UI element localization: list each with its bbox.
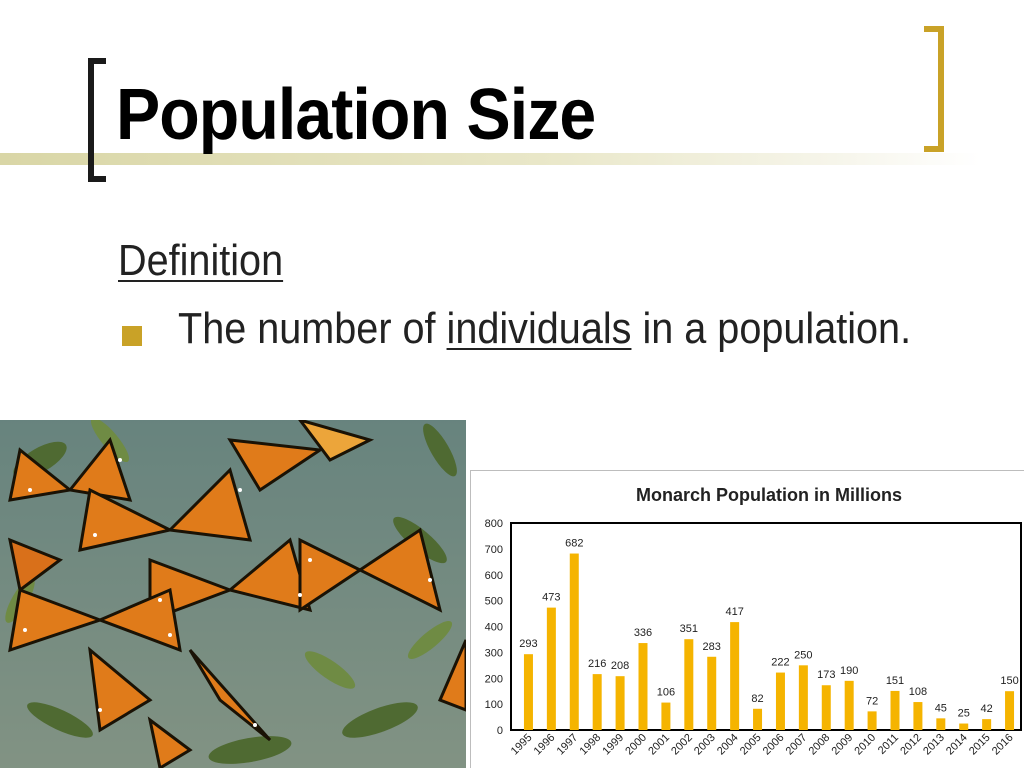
bar-value-label: 473 [542, 592, 560, 604]
square-bullet-icon [122, 326, 142, 346]
bar [638, 643, 648, 730]
bar-value-label: 283 [703, 641, 721, 653]
bar [798, 665, 808, 730]
y-tick-label: 100 [485, 699, 503, 711]
title-rule [0, 153, 980, 165]
right-bracket-decoration [924, 26, 944, 152]
chart-bars [523, 553, 1015, 730]
y-tick-label: 800 [485, 518, 503, 530]
bar-value-label: 208 [611, 660, 629, 672]
definition-heading: Definition [118, 236, 284, 285]
x-tick-label: 2016 [990, 732, 1016, 758]
y-tick-label: 200 [485, 673, 503, 685]
monarch-population-chart: Monarch Population in Millions 0 100 200 30… [470, 470, 1024, 768]
bar [569, 553, 579, 730]
bar [730, 622, 740, 730]
bullet-text-before: The number of [178, 304, 447, 353]
bar-value-label: 173 [817, 669, 835, 681]
bar [936, 718, 946, 730]
x-tick-label: 1996 [532, 732, 558, 758]
bar [913, 702, 923, 730]
monarch-butterflies-image [0, 420, 466, 768]
bar-value-label: 222 [771, 657, 789, 669]
x-tick-label: 2015 [967, 732, 993, 758]
x-tick-label: 2002 [669, 732, 695, 758]
bar-value-label: 45 [935, 702, 947, 714]
chart-x-tick-labels: 1995199619971998199920002001200220032004… [509, 732, 1016, 758]
x-tick-label: 1999 [600, 732, 626, 758]
bar-value-label: 151 [886, 675, 904, 687]
x-tick-label: 2003 [692, 732, 718, 758]
bar [546, 607, 556, 730]
x-tick-label: 2001 [646, 732, 672, 758]
bar-value-label: 108 [909, 686, 927, 698]
bar-value-label: 190 [840, 665, 858, 677]
bar [707, 656, 717, 730]
x-tick-label: 2000 [623, 732, 649, 758]
bar-value-label: 216 [588, 658, 606, 670]
bar [821, 685, 831, 730]
y-tick-label: 500 [485, 596, 503, 608]
x-tick-label: 2014 [944, 732, 970, 758]
x-tick-label: 1997 [555, 732, 581, 758]
x-tick-label: 2009 [830, 732, 856, 758]
x-tick-label: 2007 [784, 732, 810, 758]
bar-value-label: 106 [657, 687, 675, 699]
x-tick-label: 2012 [898, 732, 924, 758]
bar-value-label: 293 [519, 638, 537, 650]
chart-axes: 0 100 200 300 400 500 600 700 800 [485, 518, 1022, 737]
x-tick-label: 2013 [921, 732, 947, 758]
plot-area-frame [510, 522, 1022, 731]
y-tick-label: 300 [485, 647, 503, 659]
bullet-text-underlined: individuals [446, 304, 632, 353]
bar [615, 676, 625, 730]
bar [753, 708, 763, 730]
bar-value-label: 42 [981, 703, 993, 715]
bar [959, 723, 969, 730]
x-tick-label: 1998 [578, 732, 604, 758]
x-tick-label: 1995 [509, 732, 535, 758]
bar [867, 711, 877, 730]
bar [592, 674, 602, 730]
bar [684, 639, 694, 730]
x-tick-label: 2010 [852, 732, 878, 758]
bar-value-label: 250 [794, 649, 812, 661]
y-tick-label: 600 [485, 570, 503, 582]
bar [661, 702, 671, 730]
bar-value-label: 417 [725, 606, 743, 618]
bar-value-label: 682 [565, 538, 583, 550]
bar [844, 680, 854, 730]
bar [523, 654, 533, 730]
bullet-text: The number of individuals in a populatio… [178, 304, 911, 354]
slide-title: Population Size [116, 75, 596, 155]
monarch-butterflies-photo [0, 420, 466, 768]
chart-svg: Monarch Population in Millions 010020030… [485, 485, 1022, 758]
bar-value-label: 72 [866, 695, 878, 707]
bullet-text-after: in a population. [631, 304, 912, 353]
x-tick-label: 2011 [876, 732, 901, 757]
bar-value-label: 82 [751, 693, 763, 705]
y-tick-label: 700 [485, 544, 503, 556]
bar-value-label: 351 [680, 623, 698, 635]
bar [982, 719, 992, 730]
chart-data-labels: 293 473 682 216 208 336 106 351 283 417 82 222 250 17… [519, 538, 1018, 720]
bar-value-label: 336 [634, 627, 652, 639]
bar [890, 690, 900, 730]
bar-value-label: 25 [958, 708, 970, 720]
left-bracket-decoration [88, 58, 106, 182]
bar-value-label: 150 [1000, 675, 1018, 687]
x-tick-label: 2006 [761, 732, 787, 758]
y-tick-label: 0 [497, 725, 503, 737]
x-tick-label: 2005 [738, 732, 764, 758]
y-tick-label: 400 [485, 622, 503, 634]
bar [775, 672, 785, 730]
chart-title: Monarch Population in Millions [636, 485, 902, 505]
bar [1005, 691, 1015, 730]
x-tick-label: 2008 [807, 732, 833, 758]
x-tick-label: 2004 [715, 732, 741, 758]
